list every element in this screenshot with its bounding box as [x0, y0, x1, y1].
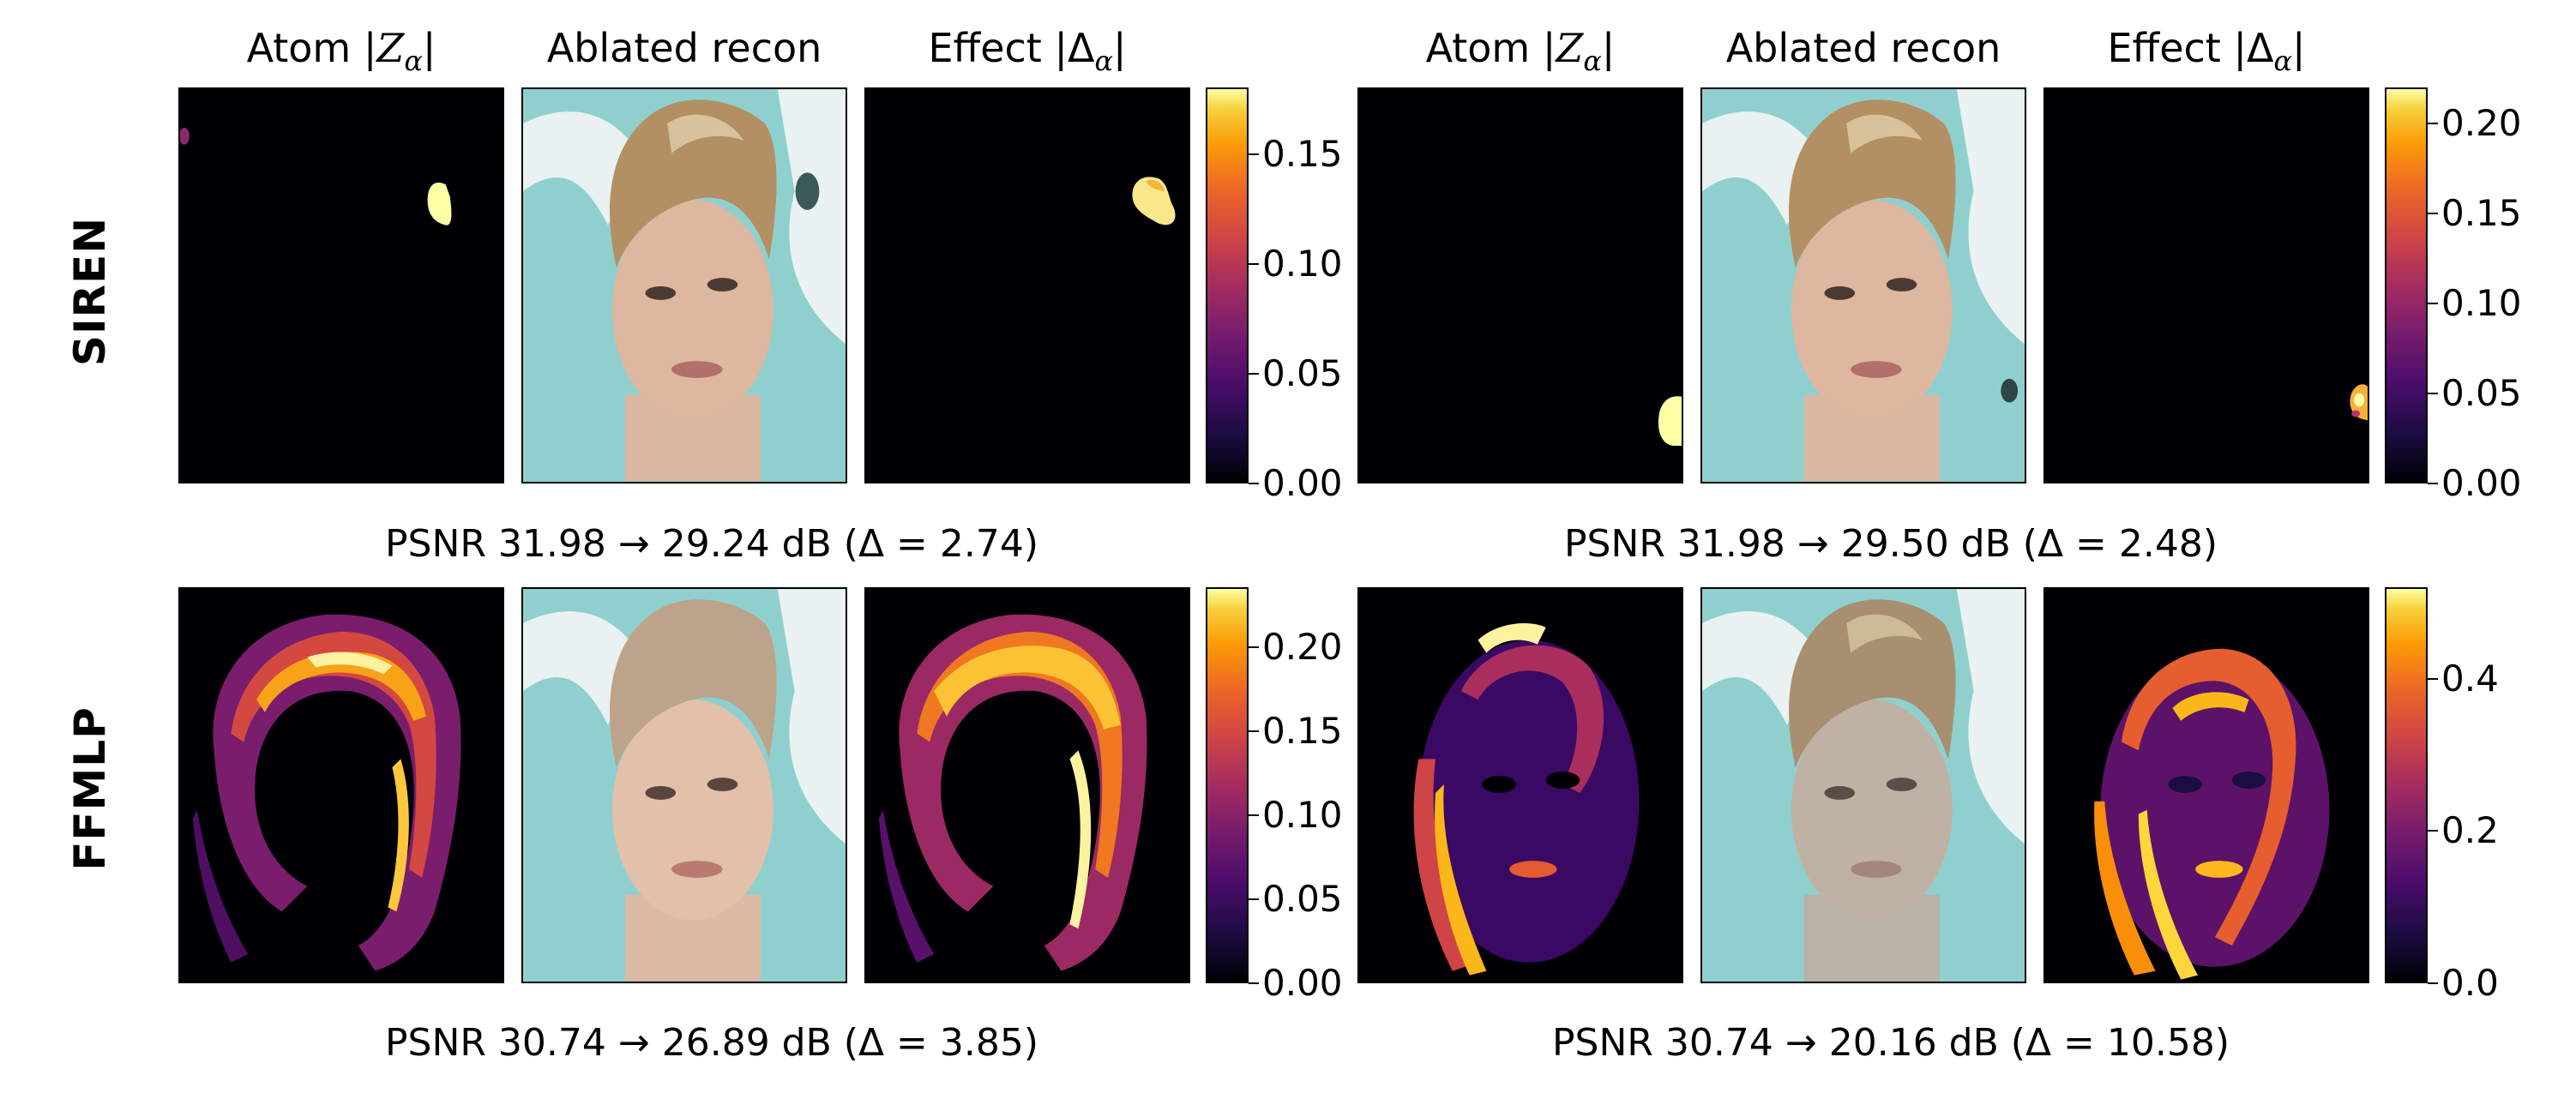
cbar1-tick-label: 0.10	[1262, 243, 1343, 285]
ffmlp-ablated-left-panel	[521, 587, 847, 983]
siren-ablated-right-panel	[1700, 87, 2026, 483]
cbar1-tick	[1249, 263, 1259, 265]
cbar3-tick	[1249, 814, 1259, 816]
cbar2-tick	[2428, 483, 2438, 484]
cbar4-tick-label: 0.4	[2441, 658, 2499, 700]
cbar4-tick-label: 0.2	[2441, 809, 2499, 851]
colorbar-ffmlp-left	[1206, 587, 1249, 983]
cbar3-tick-label: 0.20	[1262, 626, 1343, 668]
cbar2-tick	[2428, 393, 2438, 394]
cbar3-tick-label: 0.00	[1262, 962, 1343, 1004]
cbar4-tick	[2428, 678, 2438, 680]
ffmlp-effect-right-panel	[2043, 587, 2369, 983]
cbar4-tick-label: 0.0	[2441, 962, 2499, 1004]
cbar4-tick	[2428, 982, 2438, 984]
cbar1-tick	[1249, 373, 1259, 375]
cbar2-tick-label: 0.20	[2441, 102, 2522, 144]
cbar3-tick-label: 0.10	[1262, 794, 1343, 836]
siren-effect-right-panel	[2043, 87, 2369, 483]
cbar2-tick	[2428, 123, 2438, 124]
row-label-siren: SIREN	[65, 216, 115, 367]
cbar3-tick	[1249, 982, 1259, 984]
cbar3-tick-label: 0.05	[1262, 878, 1343, 920]
cbar1-tick	[1249, 153, 1259, 155]
col-title-atom-left: Atom |Zα|	[246, 25, 436, 78]
cbar2-tick-label: 0.10	[2441, 282, 2522, 324]
cbar2-tick-label: 0.05	[2441, 372, 2522, 414]
colorbar-ffmlp-right	[2385, 587, 2428, 983]
col-title-ablated-right: Ablated recon	[1725, 25, 2001, 71]
siren-atom-left-panel	[178, 87, 504, 483]
cbar1-tick-label: 0.05	[1262, 352, 1343, 394]
col-title-effect-left: Effect |Δα|	[928, 25, 1127, 78]
cbar4-tick	[2428, 830, 2438, 832]
caption-ffmlp-right: PSNR 30.74 → 20.16 dB (Δ = 10.58)	[1551, 1021, 2230, 1065]
cbar1-tick-label: 0.15	[1262, 133, 1343, 175]
col-title-effect-right: Effect |Δα|	[2107, 25, 2306, 78]
cbar3-tick	[1249, 898, 1259, 900]
cbar3-tick-label: 0.15	[1262, 710, 1343, 752]
ffmlp-ablated-right-panel	[1700, 587, 2026, 983]
ffmlp-atom-right-panel	[1357, 587, 1683, 983]
cbar2-tick	[2428, 303, 2438, 304]
colorbar-siren-right	[2385, 87, 2428, 483]
siren-atom-right-panel	[1357, 87, 1683, 483]
cbar2-tick-label: 0.15	[2441, 192, 2522, 234]
caption-siren-left: PSNR 31.98 → 29.24 dB (Δ = 2.74)	[384, 522, 1039, 566]
cbar1-tick-label: 0.00	[1262, 462, 1343, 504]
row-label-ffmlp: FFMLP	[65, 706, 115, 871]
cbar3-tick	[1249, 646, 1259, 648]
cbar2-tick-label: 0.00	[2441, 462, 2522, 504]
col-title-atom-right: Atom |Zα|	[1425, 25, 1616, 78]
cbar2-tick	[2428, 213, 2438, 214]
caption-siren-right: PSNR 31.98 → 29.50 dB (Δ = 2.48)	[1563, 522, 2218, 566]
colorbar-siren-left	[1206, 87, 1249, 483]
ffmlp-atom-left-panel	[178, 587, 504, 983]
siren-effect-left-panel	[864, 87, 1190, 483]
siren-ablated-left-panel	[521, 87, 847, 483]
cbar3-tick	[1249, 730, 1259, 732]
cbar1-tick	[1249, 483, 1259, 484]
col-title-ablated-left: Ablated recon	[546, 25, 822, 71]
ffmlp-effect-left-panel	[864, 587, 1190, 983]
caption-ffmlp-left: PSNR 30.74 → 26.89 dB (Δ = 3.85)	[384, 1021, 1039, 1065]
